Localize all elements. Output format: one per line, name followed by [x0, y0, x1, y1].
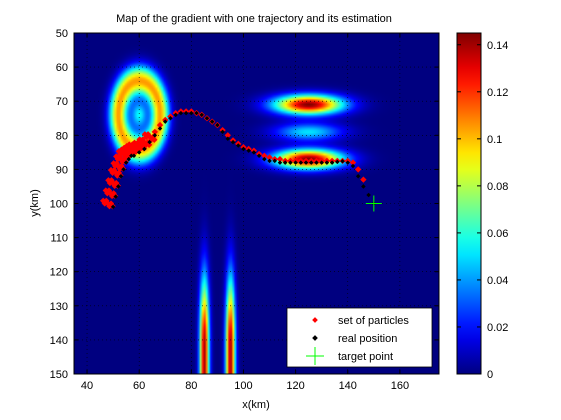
x-axis: 40 60 80 100 120 140 160: [81, 33, 409, 392]
particle-point: [105, 187, 113, 194]
real-position-point: [319, 160, 324, 165]
real-position-point: [189, 110, 194, 116]
real-position-point: [116, 184, 121, 189]
x-tick-label: 140: [339, 380, 357, 392]
particle-point: [151, 136, 158, 143]
x-axis-label: x(km): [242, 399, 270, 411]
y-tick-label: 70: [56, 96, 68, 108]
real-position-point: [118, 173, 124, 179]
x-tick-label: 160: [391, 380, 409, 392]
y-tick-label: 50: [56, 28, 68, 40]
real-position-point: [168, 115, 173, 121]
x-tick-label: 120: [286, 380, 304, 392]
particle-point: [156, 121, 164, 129]
x-tick-label: 80: [185, 380, 197, 392]
real-position-point: [157, 126, 163, 131]
colorbar-tick-label: 0.06: [487, 228, 508, 240]
real-position-point: [178, 110, 184, 116]
real-position-point: [113, 194, 118, 199]
real-position-point: [262, 156, 267, 162]
colorbar: 0 0.02 0.04 0.06 0.08 0.1 0.12 0.14: [456, 32, 508, 381]
y-axis-label: y(km): [29, 189, 41, 217]
real-position-point: [256, 153, 262, 159]
particle-point: [144, 131, 152, 138]
real-position-point: [282, 160, 288, 165]
real-position-point: [110, 204, 116, 210]
y-tick-label: 140: [50, 335, 68, 347]
plot-area: 40 60 80 100 120 140 160 50 60 70 80 90 100 110 120 13…: [50, 28, 440, 392]
colorbar-tick-label: 0.12: [487, 87, 508, 99]
legend-box: [286, 307, 433, 368]
particle-point: [108, 177, 115, 184]
legend: set of particles real position target po…: [286, 307, 433, 368]
colorbar-tick-label: 0.08: [487, 181, 508, 193]
real-position-point: [355, 173, 361, 179]
colorbar-tick-label: 0.14: [487, 40, 508, 52]
y-tick-label: 130: [50, 301, 68, 313]
x-tick-label: 40: [81, 380, 93, 392]
real-position-point: [335, 159, 340, 165]
legend-marker-real: [312, 335, 318, 341]
legend-label-target: target point: [338, 351, 393, 363]
y-tick-label: 60: [56, 62, 68, 74]
target-point-marker: [365, 195, 382, 212]
real-position-point: [126, 156, 132, 162]
colorbar-tick-label: 0.02: [487, 322, 508, 334]
x-tick-label: 60: [133, 380, 145, 392]
colorbar-gradient: [456, 32, 482, 375]
real-position-point: [123, 160, 129, 165]
y-tick-label: 90: [56, 164, 68, 176]
colorbar-tick-label: 0.1: [487, 134, 502, 146]
y-tick-label: 100: [50, 199, 68, 211]
chart-title: Map of the gradient with one trajectory …: [116, 13, 392, 25]
legend-label-particles: set of particles: [338, 315, 409, 327]
real-position-point: [204, 115, 210, 121]
y-tick-label: 110: [50, 233, 68, 245]
real-position-point: [121, 167, 126, 172]
y-tick-label: 120: [50, 267, 68, 279]
y-tick-label: 80: [56, 130, 68, 142]
colorbar-tick-label: 0.04: [487, 275, 508, 287]
particle-point: [103, 197, 110, 204]
x-tick-label: 100: [234, 380, 252, 392]
real-position-series: [110, 110, 377, 210]
grid: [74, 32, 439, 375]
legend-label-real: real position: [338, 333, 397, 345]
particle-point: [151, 128, 159, 136]
real-position-point: [215, 122, 220, 128]
legend-marker-particles: [312, 317, 318, 323]
y-tick-label: 150: [50, 369, 68, 381]
colorbar-ticks: 0 0.02 0.04 0.06 0.08 0.1 0.12 0.14: [457, 40, 508, 381]
y-axis: 50 60 70 80 90 100 110 120 130 140 150: [50, 28, 439, 381]
particle-point: [224, 132, 232, 139]
target-point-series: [365, 195, 382, 212]
colorbar-tick-label: 0: [487, 369, 493, 381]
legend-marker-target: [306, 347, 324, 365]
real-position-point: [361, 184, 366, 189]
